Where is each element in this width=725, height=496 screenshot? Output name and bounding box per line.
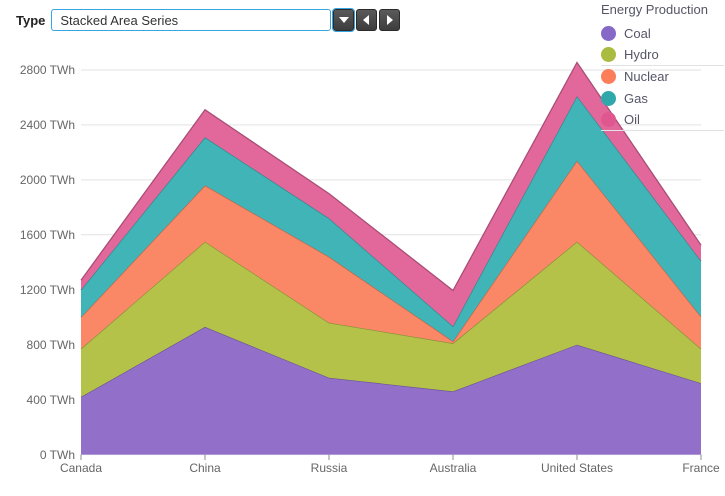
- svg-text:China: China: [189, 461, 221, 475]
- svg-text:1600 TWh: 1600 TWh: [20, 228, 75, 242]
- svg-text:0 TWh: 0 TWh: [40, 448, 75, 462]
- svg-text:1200 TWh: 1200 TWh: [20, 283, 75, 297]
- svg-text:2000 TWh: 2000 TWh: [20, 173, 75, 187]
- svg-text:United States: United States: [541, 461, 613, 475]
- svg-text:Australia: Australia: [430, 461, 477, 475]
- svg-text:2400 TWh: 2400 TWh: [20, 118, 75, 132]
- svg-text:Russia: Russia: [311, 461, 348, 475]
- svg-text:Canada: Canada: [60, 461, 102, 475]
- svg-text:France: France: [682, 461, 720, 475]
- svg-text:400 TWh: 400 TWh: [27, 393, 75, 407]
- svg-text:2800 TWh: 2800 TWh: [20, 63, 75, 77]
- svg-text:800 TWh: 800 TWh: [27, 338, 75, 352]
